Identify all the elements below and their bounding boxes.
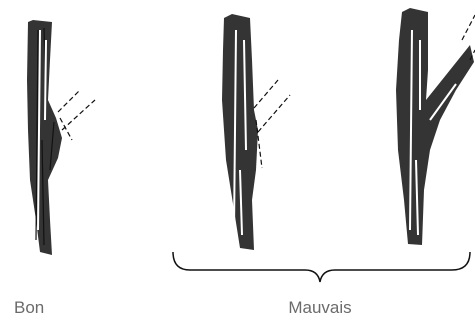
trunk-good (27, 20, 96, 255)
trunk-bad-2 (396, 8, 475, 245)
brace (172, 251, 471, 283)
label-bad: Mauvais (288, 298, 351, 317)
trunk-bad-1 (222, 14, 291, 250)
label-good: Bon (14, 298, 44, 317)
